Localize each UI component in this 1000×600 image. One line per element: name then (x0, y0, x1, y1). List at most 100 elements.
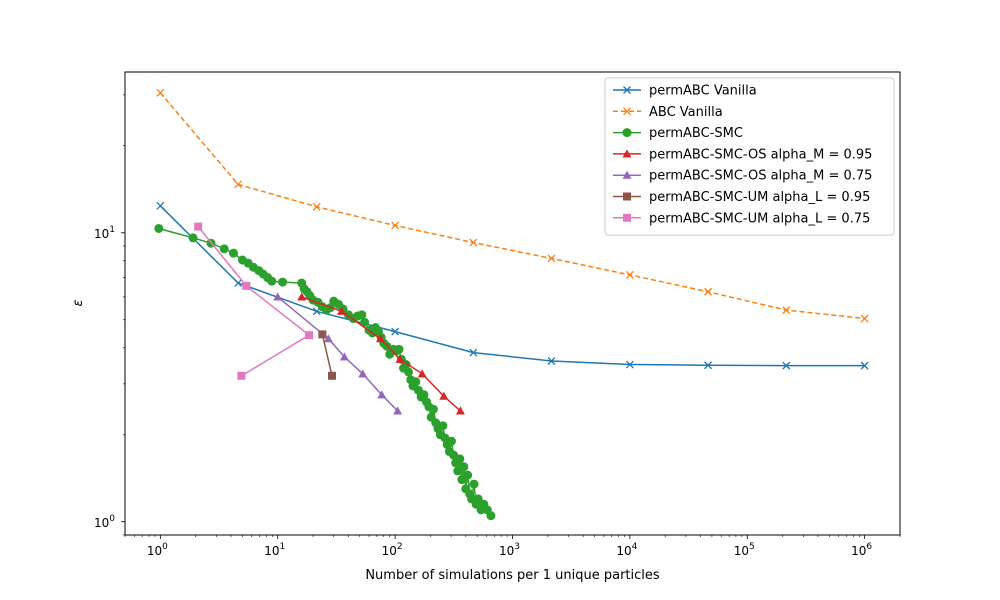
legend-item: permABC Vanilla (613, 84, 757, 99)
x-tick-label: 105 (734, 542, 755, 558)
data-point (704, 361, 713, 370)
series-6 (194, 222, 314, 380)
data-point (782, 361, 791, 370)
legend-marker (623, 107, 631, 116)
series-line (159, 92, 865, 320)
data-point (358, 369, 368, 378)
legend-marker (623, 86, 631, 94)
legend-label: ABC Vanilla (649, 105, 723, 120)
data-point (782, 306, 791, 315)
legend-item: ABC Vanilla (613, 105, 723, 120)
data-point (625, 360, 634, 369)
legend-item: permABC-SMC (613, 126, 743, 141)
data-point (156, 201, 165, 210)
legend-item: permABC-SMC-OS alpha_M = 0.95 (613, 147, 872, 162)
x-tick-label: 100 (147, 542, 168, 558)
legend-label: permABC-SMC-OS alpha_M = 0.95 (649, 147, 872, 162)
series-3 (297, 292, 465, 415)
legend-marker (622, 149, 632, 158)
data-point (339, 352, 349, 361)
data-point (428, 404, 438, 414)
data-point (860, 361, 869, 370)
data-point (194, 222, 203, 231)
data-point (459, 462, 469, 472)
y-axis-label: ε (71, 299, 86, 306)
data-point (188, 233, 198, 243)
data-point (228, 248, 238, 258)
data-point (297, 292, 307, 301)
data-point (403, 367, 413, 377)
legend-item: permABC-SMC-UM alpha_L = 0.95 (613, 190, 870, 205)
data-point (438, 421, 448, 431)
axes-layer: 100 101 102 103 104 105 106 100 101 (94, 94, 901, 558)
legend-marker (622, 128, 632, 138)
data-point (439, 391, 449, 400)
data-point (463, 470, 473, 480)
y-tick-label: 101 (94, 225, 115, 241)
data-point (237, 371, 246, 380)
legend-frame (604, 77, 895, 236)
data-point (486, 511, 496, 521)
data-point (156, 88, 165, 97)
legend: permABC Vanilla ABC Vanilla permABC-SMC per… (604, 77, 895, 236)
data-point (234, 180, 243, 189)
x-axis-label: Number of simulations per 1 unique parti… (365, 568, 660, 583)
data-point (267, 276, 277, 286)
data-point (411, 377, 421, 387)
y-tick-label: 100 (94, 514, 115, 530)
data-point (455, 454, 465, 464)
x-tick-label: 103 (499, 542, 520, 558)
data-point (328, 371, 337, 380)
data-point (704, 287, 713, 296)
data-point (312, 202, 321, 211)
data-point (377, 390, 387, 399)
data-point (391, 327, 400, 336)
legend-marker (623, 213, 631, 222)
data-point (360, 317, 370, 327)
series-line (197, 226, 311, 377)
data-point (547, 357, 556, 365)
data-point (318, 330, 327, 339)
series-2 (154, 223, 496, 521)
data-point (278, 277, 288, 287)
series-layer (154, 88, 869, 521)
legend-marker (622, 170, 632, 179)
data-point (455, 406, 465, 415)
data-point (375, 334, 385, 343)
data-point (417, 369, 427, 378)
legend-item: permABC-SMC-OS alpha_M = 0.75 (613, 169, 872, 184)
legend-marker (623, 192, 631, 201)
data-point (323, 334, 333, 343)
legend-label: permABC-SMC-OS alpha_M = 0.75 (649, 169, 872, 184)
data-point (391, 221, 400, 230)
data-point (469, 238, 478, 247)
data-point (469, 348, 478, 357)
data-point (473, 494, 483, 504)
series-line (321, 334, 333, 376)
x-tick-label: 101 (264, 542, 285, 558)
legend-label: permABC-SMC (649, 126, 743, 141)
legend-item: permABC-SMC-UM alpha_L = 0.75 (613, 211, 870, 226)
data-point (234, 279, 243, 287)
series-5 (318, 330, 337, 380)
data-point (860, 314, 869, 323)
data-point (393, 406, 403, 415)
data-point (154, 223, 164, 233)
data-point (219, 244, 229, 254)
data-point (337, 306, 347, 315)
x-tick-label: 106 (851, 542, 872, 558)
legend-label: permABC-SMC-UM alpha_L = 0.95 (649, 190, 870, 205)
data-point (469, 479, 479, 489)
plot-frame (124, 71, 901, 536)
data-point (357, 310, 367, 320)
data-point (273, 292, 283, 301)
data-point (419, 390, 429, 400)
data-point (625, 270, 634, 279)
data-point (395, 354, 405, 363)
x-tick-label: 102 (382, 542, 403, 558)
legend-label: permABC-SMC-UM alpha_L = 0.75 (649, 211, 870, 226)
data-point (394, 344, 404, 354)
x-tick-label: 104 (616, 542, 637, 558)
legend-label: permABC Vanilla (649, 84, 757, 99)
data-point (547, 254, 556, 263)
